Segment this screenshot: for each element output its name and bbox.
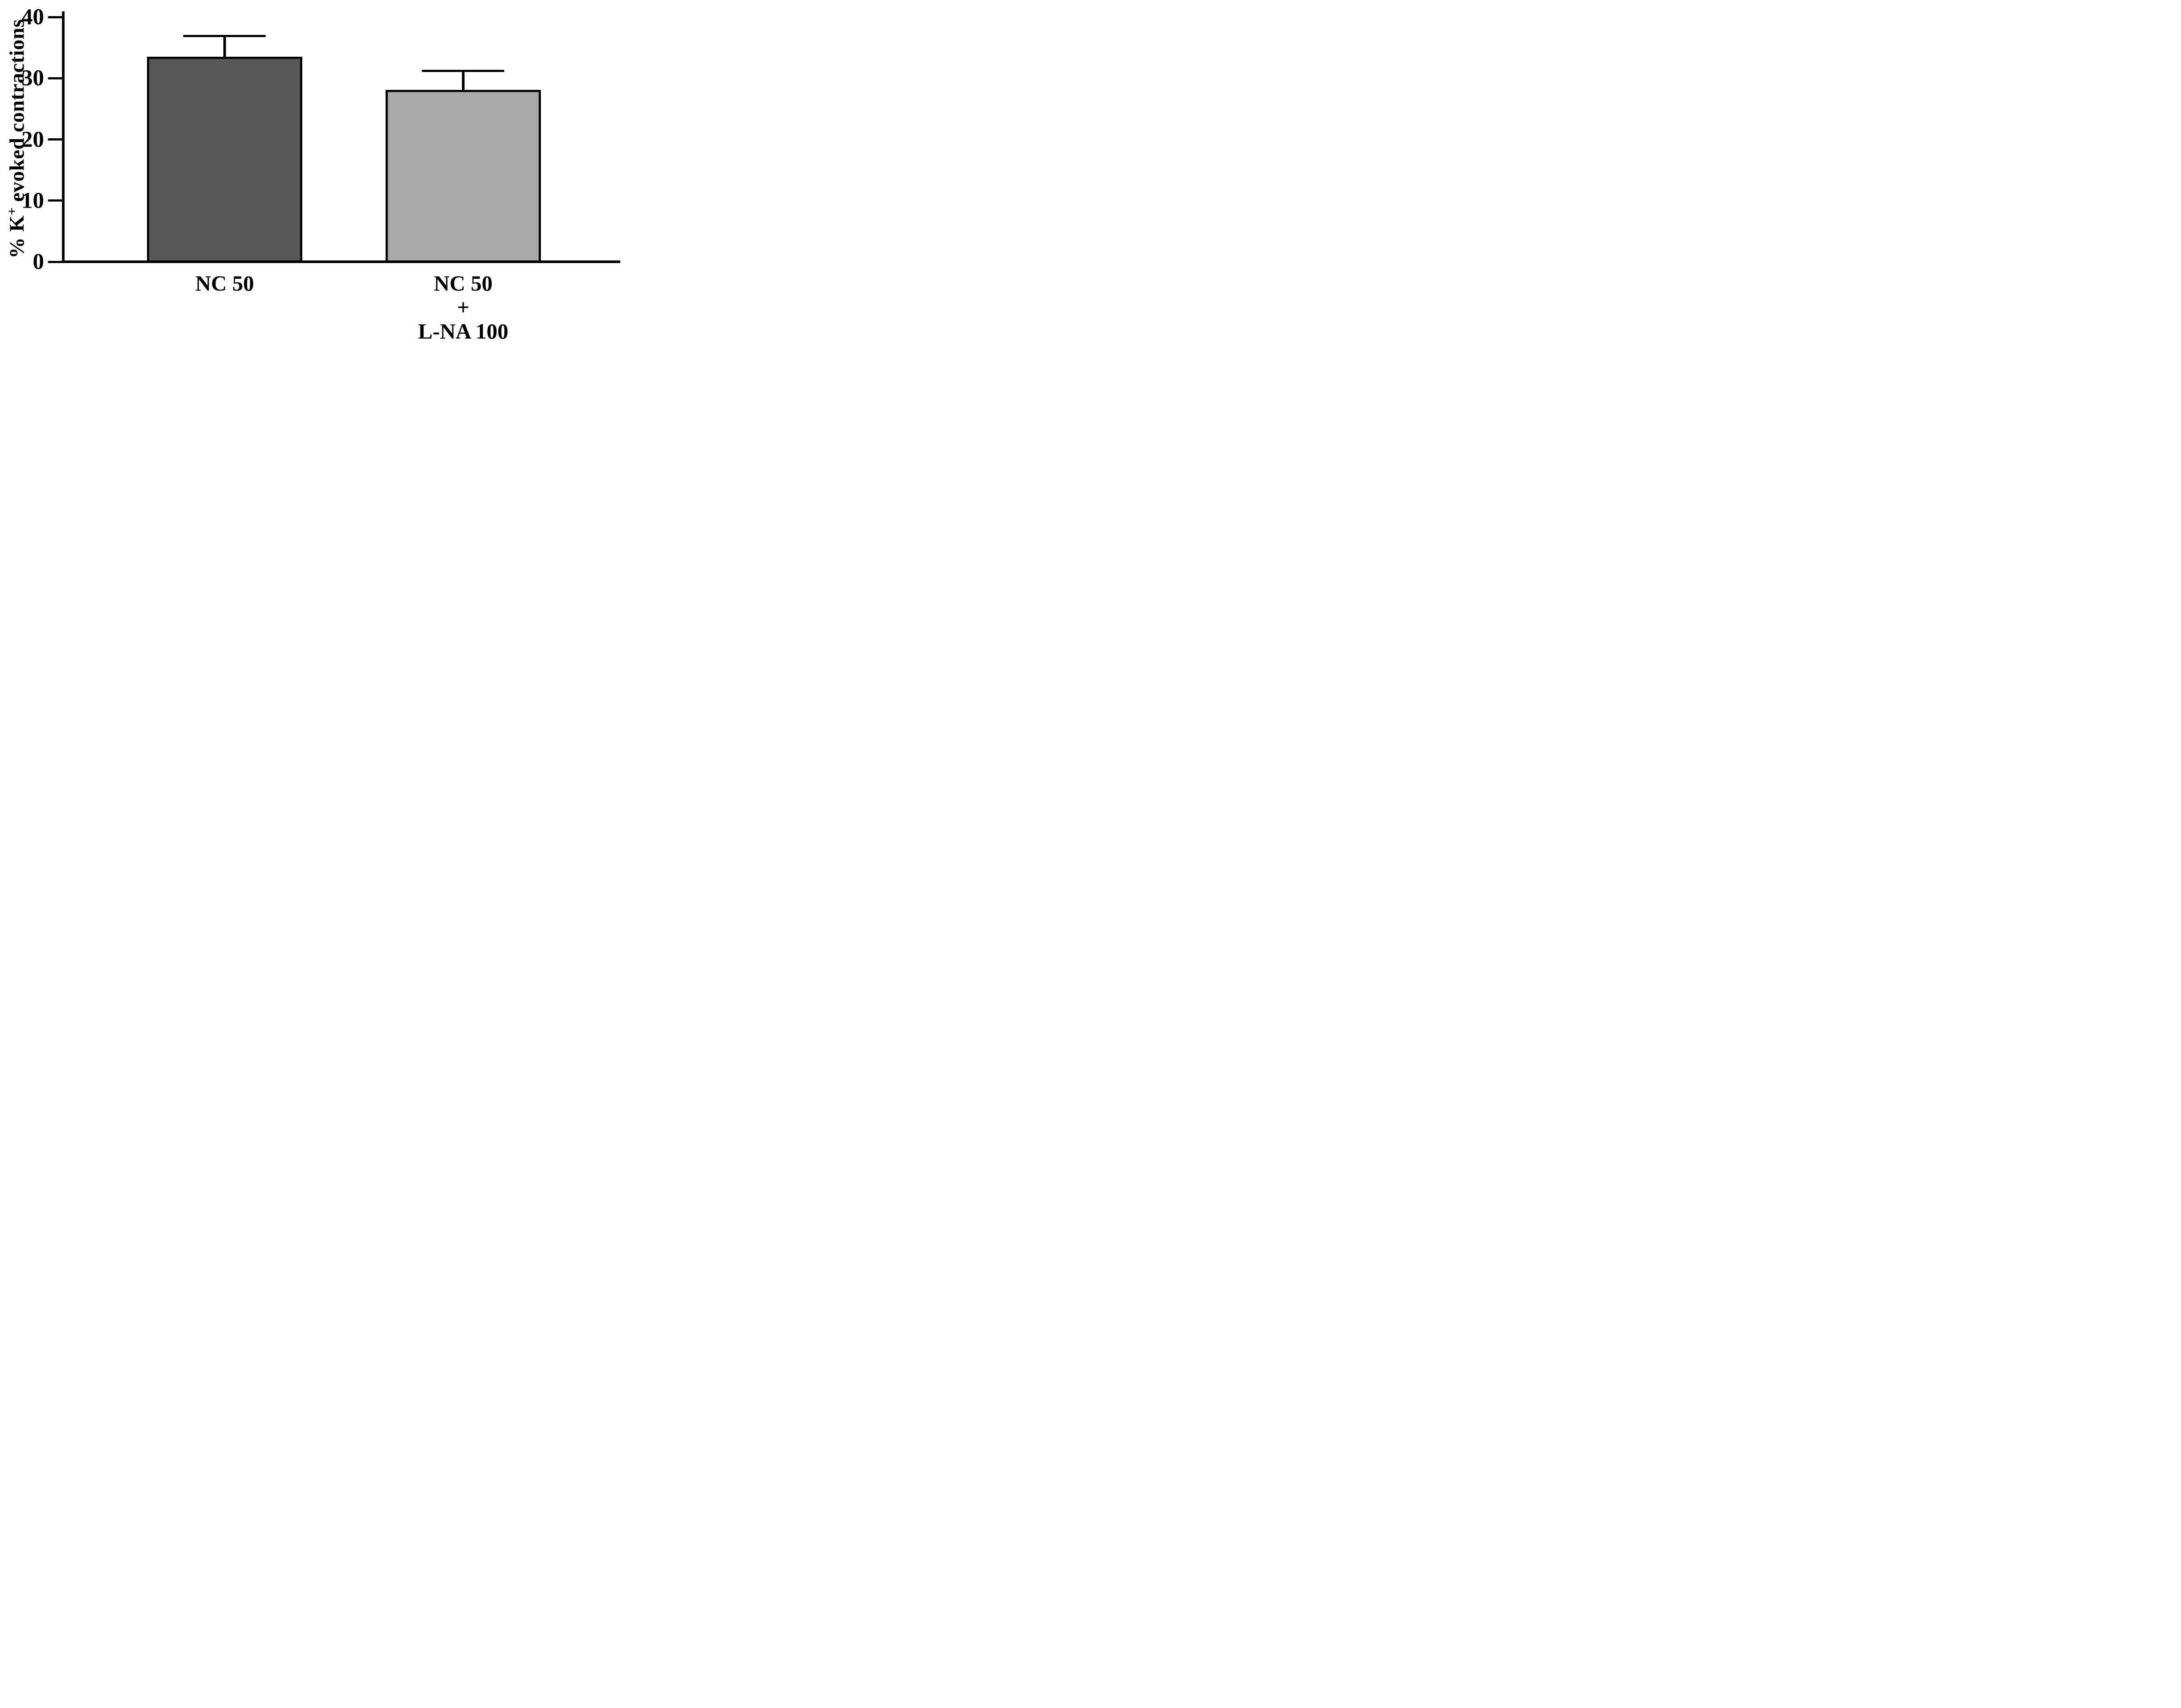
plot-area: NC 50 NC 50 + L-NA 100 0 10 20 30 40: [21, 5, 619, 342]
y-tick-mark: [48, 199, 62, 202]
bar-2: [385, 89, 541, 262]
y-tick-mark: [48, 138, 62, 140]
y-tick-mark: [48, 260, 62, 263]
x-category-label-line: NC 50: [195, 271, 254, 295]
y-axis-title-suffix: evoked contractions: [5, 19, 29, 208]
x-category-label: NC 50 + L-NA 100: [350, 271, 577, 342]
y-tick-label: 20: [21, 127, 44, 152]
error-bar-cap: [183, 34, 266, 37]
x-category-label: NC 50: [111, 271, 338, 295]
y-tick-label: 40: [21, 4, 44, 30]
y-axis-title-superscript: +: [4, 207, 20, 216]
y-axis-line: [62, 11, 65, 263]
y-tick-mark: [48, 16, 62, 18]
bar-chart-figure: % K+ evoked contractions NC 50 NC 50 + L-NA…: [0, 0, 623, 342]
x-axis-line: [62, 260, 620, 263]
y-tick-label: 30: [21, 65, 44, 91]
x-category-label-line: NC 50: [434, 271, 493, 295]
x-category-label-line: +: [457, 295, 470, 319]
error-bar-stem: [461, 69, 465, 91]
x-category-label-line: L-NA 100: [418, 319, 509, 342]
error-bar-cap: [422, 69, 505, 72]
y-tick-label: 10: [21, 188, 44, 213]
y-tick-label: 0: [33, 249, 44, 274]
bar-1: [147, 57, 303, 262]
y-tick-mark: [48, 77, 62, 79]
error-bar-stem: [223, 34, 226, 58]
y-axis-title-prefix: % K: [5, 215, 29, 259]
